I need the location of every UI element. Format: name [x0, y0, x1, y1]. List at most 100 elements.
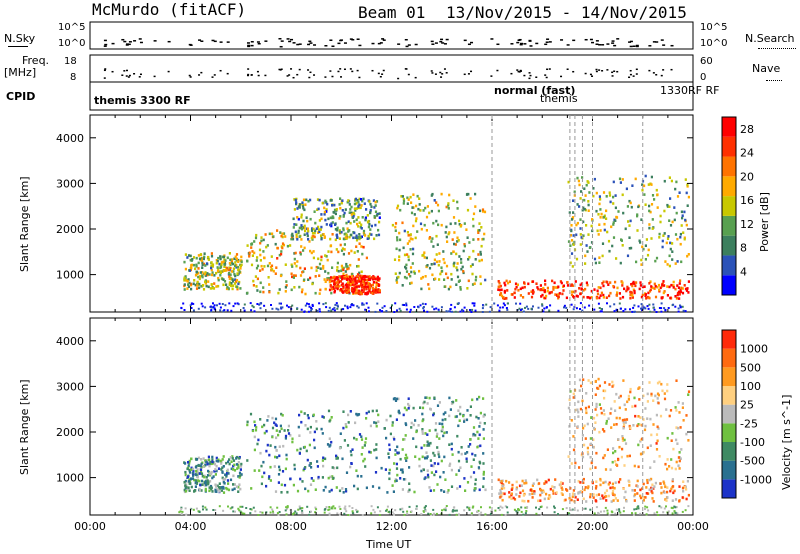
scatter-cell	[445, 310, 448, 313]
scatter-cell	[239, 505, 242, 508]
scatter-cell	[195, 482, 199, 485]
scatter-cell	[426, 444, 429, 447]
scatter-cell	[659, 414, 663, 418]
scatter-cell	[185, 279, 188, 282]
scatter-cell	[295, 236, 298, 239]
scatter-cell	[263, 304, 266, 307]
scatter-cell	[327, 217, 330, 221]
scatter-cell	[592, 416, 596, 420]
scatter-cell	[230, 258, 234, 261]
scatter-cell	[427, 283, 430, 286]
scatter-cell	[650, 203, 654, 206]
scatter-cell	[601, 428, 605, 431]
scatter-cell	[523, 499, 526, 503]
scatter-cell	[454, 243, 457, 246]
nsky-trace-point	[290, 38, 294, 41]
scatter-cell	[408, 239, 411, 243]
scatter-cell	[350, 303, 353, 306]
nsky-trace-point	[371, 42, 375, 45]
freq-trace-point	[545, 76, 548, 79]
scatter-cell	[679, 242, 682, 246]
scatter-cell	[290, 237, 293, 241]
scatter-cell	[298, 235, 301, 238]
scatter-cell	[649, 466, 652, 469]
scatter-cell	[629, 201, 632, 205]
scatter-cell	[569, 284, 572, 287]
scatter-cell	[446, 491, 449, 494]
scatter-cell	[612, 236, 616, 239]
scatter-cell	[583, 198, 586, 202]
scatter-cell	[318, 262, 322, 266]
scatter-cell	[358, 271, 361, 275]
scatter-cell	[240, 462, 243, 466]
scatter-cell	[641, 487, 644, 490]
scatter-cell	[318, 308, 321, 311]
scatter-cell	[385, 509, 388, 512]
scatter-cell	[434, 277, 437, 281]
scatter-cell	[310, 477, 313, 480]
scatter-cell	[240, 511, 243, 514]
scatter-cell	[501, 506, 504, 509]
scatter-cell	[280, 302, 282, 305]
scatter-cell	[378, 289, 381, 292]
scatter-cell	[252, 279, 255, 283]
scatter-cell	[540, 505, 543, 508]
scatter-cell	[230, 282, 233, 285]
scatter-cell	[210, 306, 213, 309]
scatter-cell	[466, 506, 469, 509]
scatter-cell	[622, 487, 625, 490]
scatter-cell	[467, 279, 470, 283]
scatter-cell	[365, 208, 368, 211]
scatter-cell	[347, 290, 350, 294]
scatter-cell	[482, 470, 485, 474]
scatter-cell	[351, 279, 354, 282]
scatter-cell	[335, 233, 339, 237]
freq-trace-point	[439, 71, 442, 74]
scatter-cell	[474, 433, 477, 437]
freq-trace-point	[517, 70, 520, 73]
scatter-cell	[527, 292, 530, 295]
scatter-cell	[338, 505, 341, 508]
scatter-cell	[391, 223, 394, 227]
scatter-cell	[355, 207, 359, 210]
scatter-cell	[500, 480, 503, 483]
scatter-cell	[598, 195, 601, 198]
scatter-cell	[311, 232, 315, 235]
scatter-cell	[320, 213, 323, 216]
scatter-cell	[311, 303, 314, 306]
scatter-cell	[654, 259, 657, 263]
scatter-cell	[471, 398, 474, 402]
scatter-cell	[676, 237, 679, 241]
scatter-cell	[312, 479, 315, 482]
scatter-cell	[456, 302, 459, 305]
scatter-cell	[336, 283, 339, 287]
nsky-trace-point	[246, 42, 250, 44]
scatter-cell	[606, 512, 609, 515]
nsky-trace-point	[404, 38, 408, 41]
scatter-cell	[645, 492, 648, 495]
scatter-cell	[316, 460, 319, 463]
scatter-cell	[201, 271, 204, 274]
scatter-cell	[409, 248, 412, 251]
scatter-cell	[206, 459, 209, 462]
scatter-cell	[237, 464, 240, 467]
scatter-cell	[669, 409, 673, 412]
scatter-cell	[575, 233, 578, 237]
scatter-cell	[635, 508, 638, 510]
scatter-cell	[217, 276, 220, 280]
scatter-cell	[280, 412, 283, 416]
scatter-cell	[481, 307, 484, 310]
scatter-cell	[554, 286, 557, 289]
scatter-cell	[683, 210, 686, 214]
scatter-cell	[516, 283, 519, 287]
scatter-cell	[546, 289, 549, 293]
scatter-cell	[345, 285, 348, 289]
scatter-cell	[598, 223, 601, 226]
scatter-cell	[346, 265, 349, 268]
scatter-cell	[345, 510, 348, 513]
scatter-cell	[641, 183, 644, 186]
scatter-cell	[406, 456, 409, 460]
scatter-cell	[266, 419, 269, 422]
scatter-cell	[674, 287, 677, 291]
scatter-cell	[229, 258, 232, 262]
